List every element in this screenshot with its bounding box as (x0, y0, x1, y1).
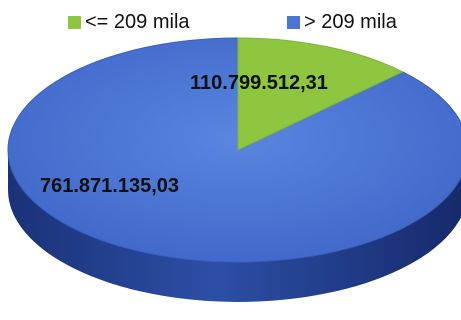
chart-legend: <= 209 mila > 209 mila (0, 8, 461, 38)
legend-item-gt-209: > 209 mila (287, 8, 397, 36)
pie-slice-gt-209 (7, 37, 461, 263)
legend-swatch-le-209 (68, 15, 81, 29)
legend-swatch-gt-209 (287, 15, 300, 29)
pie-slice-le-209 (237, 37, 404, 151)
data-label-gt-209: 761.871.135,03 (40, 175, 179, 197)
pie-side-gt-209 (8, 150, 461, 302)
legend-label-gt-209: > 209 mila (304, 11, 397, 33)
legend-label-le-209: <= 209 mila (85, 11, 190, 33)
legend-item-le-209: <= 209 mila (68, 8, 190, 36)
data-label-le-209: 110.799.512,31 (190, 72, 328, 94)
